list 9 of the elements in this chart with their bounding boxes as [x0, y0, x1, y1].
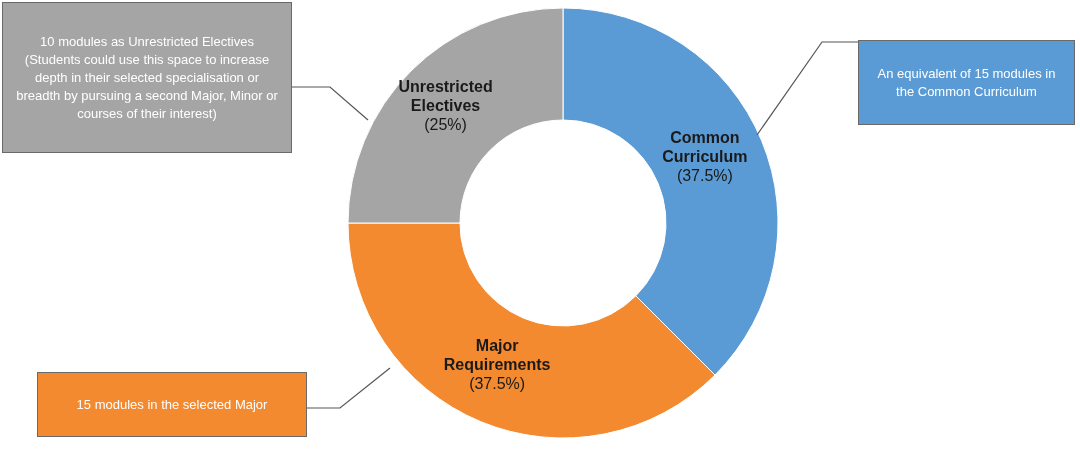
data-label: (37.5%) — [469, 374, 526, 392]
slice-label: Unrestricted Electives — [398, 77, 493, 114]
slice-label: Major Requirements — [443, 336, 551, 373]
text: An equivalent of 15 modules in the Common Curriculum — [876, 64, 1057, 101]
data-label: (37.5%) — [676, 167, 733, 185]
text: 15 modules in the selected Major — [76, 395, 268, 414]
text: 10 modules as Unrestricted Electives (Students could use this space to increase depth in their selected specialisation or breadth by pursuing a second Major, Minor or courses of their interest) — [15, 32, 279, 123]
slice-label: Common Curriculum — [662, 129, 748, 166]
data-label: (25%) — [424, 115, 467, 133]
